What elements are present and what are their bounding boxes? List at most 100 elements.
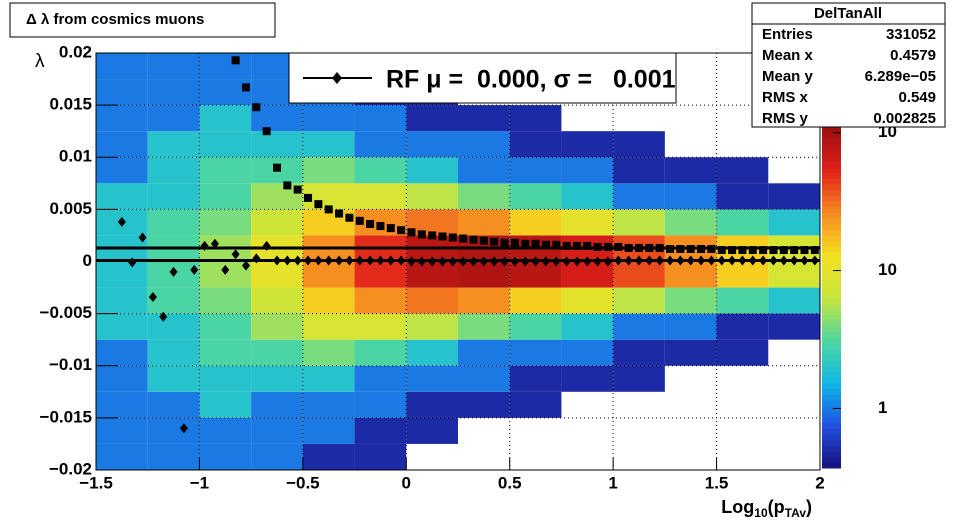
heat-cell — [406, 391, 458, 418]
heat-cell — [199, 365, 252, 392]
marker — [717, 246, 726, 255]
marker — [686, 255, 695, 266]
heat-cell — [147, 365, 200, 392]
marker — [273, 255, 281, 266]
marker — [697, 244, 706, 253]
marker — [438, 256, 447, 267]
colorbar-cell — [822, 144, 841, 151]
heat-cell — [664, 287, 717, 314]
marker — [593, 256, 602, 267]
colorbar-cell — [822, 189, 841, 196]
colorbar-cell — [822, 291, 841, 298]
heat-cell — [96, 417, 148, 444]
heat-cell — [147, 287, 200, 314]
x-label-part: Log — [721, 497, 754, 517]
colorbar-cell — [822, 325, 841, 333]
x-tick-label: −0.5 — [286, 473, 320, 492]
marker — [790, 246, 799, 255]
marker — [666, 244, 675, 253]
marker — [355, 255, 364, 266]
marker — [779, 246, 788, 255]
heat-cell — [716, 339, 769, 366]
chart-title: Δ λ from cosmics muons — [26, 11, 204, 28]
colorbar-cell — [822, 320, 841, 327]
heat-cell — [509, 391, 562, 418]
marker — [428, 256, 437, 267]
colorbar-cell — [822, 172, 841, 179]
heat-cell — [302, 105, 355, 132]
heat-cell — [354, 287, 407, 314]
colorbar-cell — [822, 314, 841, 321]
heat-cell — [199, 79, 252, 106]
colorbar-cell — [822, 132, 841, 139]
y-tick-label: 0 — [83, 251, 92, 270]
heat-cell — [613, 339, 665, 366]
heat-cell — [458, 313, 510, 340]
heat-cell — [251, 209, 303, 236]
heat-cell — [509, 209, 562, 236]
marker — [355, 216, 364, 225]
colorbar-cell — [822, 269, 841, 276]
heat-cell — [302, 157, 355, 184]
marker — [800, 246, 809, 255]
heat-cell — [716, 313, 769, 340]
marker — [241, 260, 250, 271]
marker — [769, 255, 778, 266]
heat-cell — [509, 365, 562, 392]
colorbar-cell — [822, 229, 841, 236]
heat-cell — [716, 157, 769, 184]
heat-cell — [354, 261, 407, 288]
marker — [572, 241, 581, 250]
marker — [479, 256, 488, 267]
heat-cell — [147, 79, 200, 106]
colorbar-cell — [822, 360, 841, 367]
colorbar-cell — [822, 257, 841, 264]
colorbar-cell — [822, 445, 841, 452]
marker — [117, 216, 126, 227]
marker — [552, 256, 561, 267]
x-axis-label: Log10(pTAv) — [721, 497, 812, 520]
heat-cell — [302, 417, 355, 444]
colorbar-cell — [822, 217, 841, 225]
heat-cell — [561, 313, 614, 340]
colorbar-cell — [822, 195, 841, 202]
heat-cell — [147, 391, 200, 418]
marker — [148, 291, 157, 302]
heat-cell — [664, 157, 717, 184]
heat-cell — [613, 313, 665, 340]
stats-value: 0.549 — [898, 89, 936, 106]
marker — [262, 127, 271, 136]
marker — [231, 56, 240, 65]
marker — [541, 256, 550, 267]
heat-cell — [406, 105, 458, 132]
heat-cell — [251, 391, 303, 418]
colorbar-cell — [822, 405, 841, 412]
heat-cell — [302, 313, 355, 340]
heat-cell — [199, 417, 252, 444]
marker — [138, 232, 147, 243]
heat-cell — [96, 261, 148, 288]
heat-cell — [354, 157, 407, 184]
marker — [541, 240, 550, 249]
heat-cell — [96, 391, 148, 418]
heat-cell — [613, 131, 665, 158]
heat-cell — [251, 417, 303, 444]
colorbar-cell — [822, 337, 841, 344]
marker — [459, 256, 468, 267]
heat-cell — [664, 183, 717, 210]
marker — [376, 222, 385, 231]
marker — [407, 228, 416, 237]
heat-cell — [302, 339, 355, 366]
heat-cell — [509, 131, 562, 158]
heat-cell — [199, 287, 252, 314]
heat-cell — [302, 443, 355, 470]
stats-value: 6.289e−05 — [865, 68, 936, 85]
heat-cell — [613, 261, 665, 288]
marker — [376, 255, 385, 266]
heat-cell — [302, 287, 355, 314]
heat-cell — [147, 209, 200, 236]
marker — [697, 255, 706, 266]
marker — [521, 239, 530, 248]
marker — [273, 163, 281, 172]
